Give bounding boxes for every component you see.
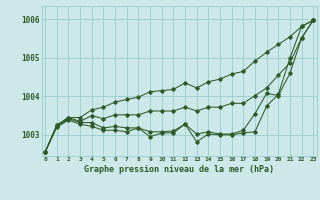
X-axis label: Graphe pression niveau de la mer (hPa): Graphe pression niveau de la mer (hPa)	[84, 165, 274, 174]
